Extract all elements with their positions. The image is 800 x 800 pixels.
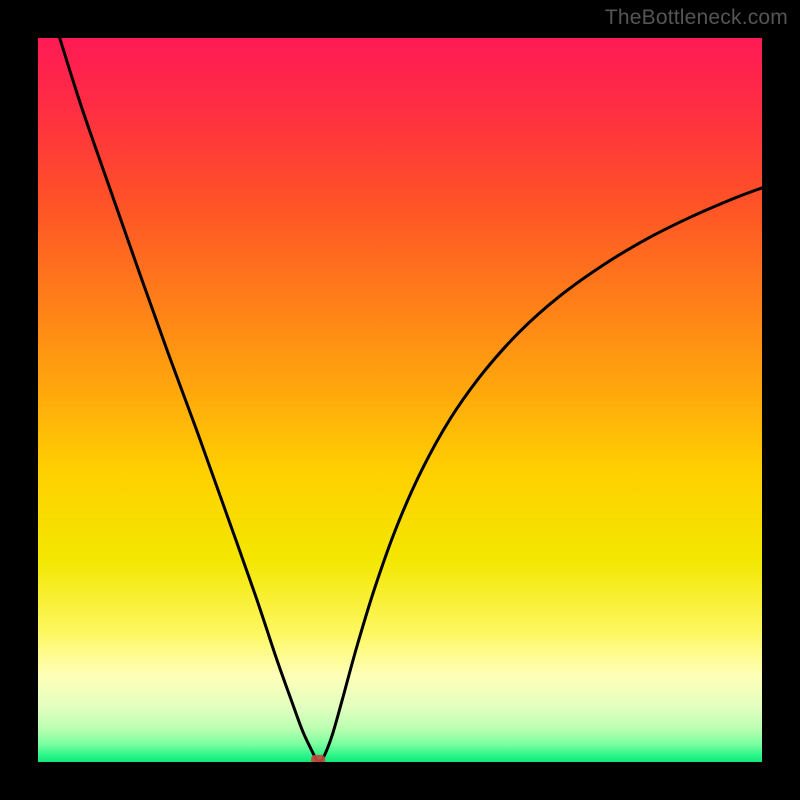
watermark-text: TheBottleneck.com [605,6,788,30]
chart-stage: TheBottleneck.com [0,0,800,800]
bottleneck-curve-chart [0,0,800,800]
gradient-background [38,38,762,762]
